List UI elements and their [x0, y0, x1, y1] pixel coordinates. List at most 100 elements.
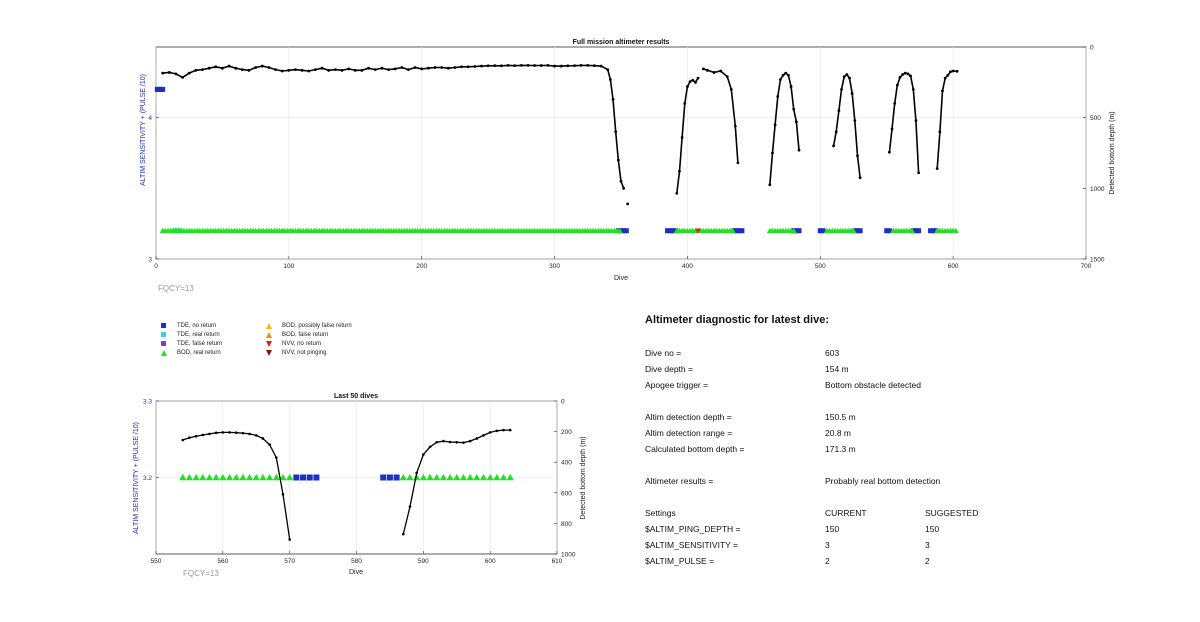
tde-no-return-marker	[736, 228, 742, 234]
depth-point	[275, 456, 278, 459]
depth-point	[401, 532, 405, 536]
depth-point	[254, 434, 258, 437]
legend-label: TDE, false return	[177, 340, 223, 347]
y2-tick-label: 400	[561, 460, 572, 467]
diagnostic-value: 154 m	[825, 364, 849, 374]
y-tick-label: 3.2	[143, 475, 152, 482]
depth-point	[787, 73, 790, 77]
depth-point	[194, 434, 198, 438]
depth-point	[712, 71, 716, 74]
depth-point	[455, 441, 459, 444]
depth-point	[626, 202, 630, 206]
y2-tick-label: 1500	[1090, 257, 1105, 264]
triangle-up-marker-icon	[160, 349, 167, 356]
square-marker-icon	[160, 322, 167, 329]
depth-point	[460, 65, 463, 69]
bod-real-return-marker	[205, 473, 214, 481]
depth-point	[247, 68, 251, 72]
depth-point	[480, 64, 483, 68]
depth-point	[559, 64, 563, 68]
depth-point	[466, 65, 470, 69]
legend-label: NVV, not pinging	[282, 349, 327, 356]
depth-point	[307, 69, 311, 73]
legend-item: NVV, no return	[265, 340, 321, 347]
tde-no-return-marker	[621, 228, 627, 234]
depth-point	[347, 67, 351, 71]
settings-header-cell: SUGGESTED	[925, 508, 979, 518]
depth-point	[435, 441, 439, 444]
depth-point	[440, 66, 444, 69]
tde-no-return-marker	[160, 86, 166, 92]
legend-label: NVV, no return	[282, 340, 322, 347]
legend-item: NVV, not pinging	[265, 349, 326, 356]
main-marks	[154, 63, 959, 234]
depth-point	[493, 64, 497, 68]
depth-point	[221, 431, 225, 434]
y-tick-label: 3.3	[143, 399, 152, 406]
depth-point	[887, 150, 891, 154]
depth-point	[901, 73, 905, 76]
depth-point	[428, 445, 432, 449]
depth-point	[240, 68, 244, 72]
tde-no-return-marker	[623, 228, 629, 234]
depth-point	[776, 95, 780, 98]
recent-y-label: ALTIM SENSITIVITY + (PULSE /10)	[133, 422, 140, 534]
setting-name: $ALTIM_PING_DEPTH =	[645, 524, 741, 534]
depth-point	[890, 127, 894, 131]
y2-tick-label: 200	[561, 429, 572, 436]
x-tick-label: 600	[485, 558, 496, 565]
depth-point	[234, 66, 238, 70]
legend-label: TDE, no return	[177, 322, 217, 329]
depth-point	[407, 68, 410, 72]
bod-real-return-marker	[908, 227, 915, 233]
depth-point	[228, 431, 231, 434]
triangle-down-marker-icon	[265, 349, 272, 356]
depth-point	[837, 109, 841, 112]
depth-point	[495, 429, 499, 433]
depth-point	[789, 85, 793, 88]
x-tick-label: 610	[552, 558, 563, 565]
depth-point	[733, 124, 737, 128]
triangle-up-marker-icon	[265, 322, 272, 329]
depth-point	[619, 179, 623, 183]
depth-point	[280, 69, 284, 73]
depth-point	[387, 68, 390, 72]
depth-point	[911, 88, 915, 91]
depth-point	[768, 183, 772, 187]
bod-real-return-marker	[616, 227, 623, 233]
recent-y2-label: Detected bottom depth (m)	[580, 436, 587, 519]
depth-point	[288, 538, 291, 541]
x-tick-label: 300	[549, 263, 560, 270]
depth-point	[941, 89, 944, 93]
nvv-no-return-marker	[695, 228, 702, 234]
depth-point	[858, 176, 862, 180]
diagnostic-row: Dive no = 603	[645, 348, 1065, 360]
depth-point	[553, 64, 556, 68]
depth-point	[181, 438, 185, 442]
depth-line	[182, 431, 291, 540]
depth-point	[281, 493, 285, 496]
diagnostic-value: 603	[825, 348, 840, 358]
square-marker-icon	[160, 331, 167, 338]
depth-point	[853, 119, 857, 122]
depth-point	[227, 64, 231, 68]
depth-line	[769, 72, 800, 185]
bod-real-return-marker	[259, 473, 267, 481]
diagnostic-label: Apogee trigger =	[645, 380, 709, 390]
depth-point	[453, 66, 457, 69]
setting-current: 2	[825, 556, 830, 566]
depth-point	[340, 68, 344, 72]
bod-real-return-marker	[419, 473, 427, 481]
depth-point	[367, 66, 370, 70]
legend-item: TDE, real return	[160, 331, 220, 338]
settings-row: $ALTIM_SENSITIVITY = 3 3	[645, 540, 1065, 552]
full-mission-chart: 0 100 200 300 400 500 600 700 3 4 0 500 1000 1500 Ful…	[140, 39, 1116, 293]
depth-point	[426, 66, 430, 70]
depth-point	[949, 70, 952, 74]
bod-real-return-marker	[439, 473, 447, 481]
diagnostic-value: 20.8 m	[825, 428, 851, 438]
bod-real-return-marker	[479, 473, 488, 481]
bod-real-return-marker	[446, 473, 454, 481]
y2-tick-label: 0	[561, 399, 565, 406]
depth-point	[194, 68, 198, 72]
